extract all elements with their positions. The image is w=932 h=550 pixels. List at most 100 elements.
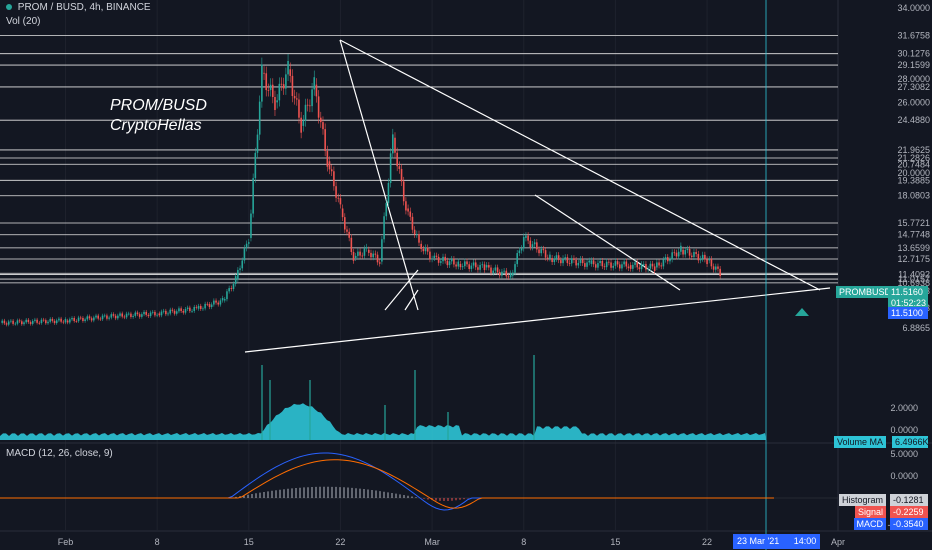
candle-body <box>182 310 185 313</box>
candle-body <box>614 261 617 266</box>
volume-ma-label: Volume MA <box>833 436 886 448</box>
price-tick-label: 28.0000 <box>897 74 930 84</box>
price-tick-label: 20.0000 <box>897 168 930 178</box>
candle-body <box>701 254 704 259</box>
candle-body <box>505 270 508 277</box>
candle-body <box>562 258 564 264</box>
candle-body <box>313 77 316 90</box>
candle-body <box>470 265 473 269</box>
candle-body <box>143 311 145 315</box>
candle-body <box>95 315 97 318</box>
candle-body <box>180 308 182 311</box>
candle-body <box>544 250 547 258</box>
candle-body <box>488 265 490 268</box>
candle-body <box>584 263 586 267</box>
candle-body <box>426 247 429 252</box>
candle-body <box>295 98 298 100</box>
price-tick-label: 27.3082 <box>897 82 930 92</box>
candle-body <box>677 251 680 257</box>
candle-body <box>494 267 497 271</box>
candle-body <box>420 243 422 249</box>
candle-body <box>514 264 516 273</box>
candle-body <box>269 84 272 91</box>
candle-body <box>555 255 558 259</box>
candle-body <box>25 319 27 323</box>
candle-body <box>675 252 678 257</box>
candle-body <box>682 249 684 255</box>
candle-body <box>385 202 388 217</box>
candle-body <box>267 90 270 91</box>
time-tick-label: 15 <box>610 537 620 547</box>
candle-body <box>634 262 636 265</box>
candle-body <box>64 319 67 323</box>
signal-line <box>0 459 774 509</box>
candle-body <box>699 258 702 261</box>
horizontal-levels <box>0 35 838 284</box>
candle-body <box>117 315 119 319</box>
candle-body <box>501 271 503 276</box>
candle-body <box>649 263 652 269</box>
candle-countdown: 01:52:23 <box>888 297 928 309</box>
candle-body <box>199 305 202 309</box>
candle-body <box>42 319 45 321</box>
candle-body <box>5 323 8 325</box>
candle-body <box>14 323 17 325</box>
annotation-title: PROM/BUSD <box>110 97 207 114</box>
candle-body <box>446 260 449 266</box>
candle-body <box>62 321 65 323</box>
candle-body <box>363 248 366 256</box>
candle-body <box>330 169 333 172</box>
candle-body <box>165 310 167 315</box>
candle-body <box>372 253 374 258</box>
candle-body <box>208 304 211 308</box>
candle-body <box>575 259 577 266</box>
candle-body <box>666 257 669 262</box>
candle-body <box>392 134 394 154</box>
macd-tick-label: 0.0000 <box>890 471 918 481</box>
candle-body <box>695 252 697 254</box>
candle-body <box>285 74 287 89</box>
candle-body <box>365 247 368 249</box>
candle-body <box>409 211 412 217</box>
candle-body <box>141 314 143 317</box>
candle-body <box>383 216 385 240</box>
time-tick-label: 22 <box>702 537 712 547</box>
candle-body <box>90 318 93 321</box>
candle-body <box>370 252 372 258</box>
candle-body <box>71 317 73 320</box>
candle-body <box>339 198 342 205</box>
time-tick-label: Feb <box>58 537 74 547</box>
candle-body <box>202 308 204 310</box>
candle-body <box>254 152 257 179</box>
grid <box>0 0 932 532</box>
candle-body <box>625 261 628 267</box>
price-tick-label: 19.3885 <box>897 175 930 185</box>
candle-body <box>256 134 259 153</box>
candle-body <box>498 272 501 276</box>
candle-body <box>287 60 289 75</box>
candle-body <box>590 260 593 264</box>
candle-body <box>226 291 228 300</box>
candle-body <box>69 319 71 323</box>
candle-body <box>492 270 494 273</box>
candle-body <box>350 237 353 253</box>
candle-body <box>368 249 370 253</box>
price-tick-label: 21.2826 <box>897 153 930 163</box>
candle-body <box>618 264 621 269</box>
candle-body <box>461 266 464 268</box>
candle-body <box>396 152 398 167</box>
candle-body <box>298 99 300 118</box>
candle-body <box>551 258 553 263</box>
candle-body <box>459 263 462 268</box>
candle-body <box>189 307 191 312</box>
candle-body <box>31 320 34 324</box>
candle-body <box>378 262 381 264</box>
candle-body <box>154 311 156 316</box>
candle-body <box>258 101 261 135</box>
candle-body <box>627 266 630 269</box>
candle-body <box>586 262 588 267</box>
candle-body <box>219 300 222 305</box>
candle-body <box>278 83 281 101</box>
candle-body <box>346 229 348 232</box>
